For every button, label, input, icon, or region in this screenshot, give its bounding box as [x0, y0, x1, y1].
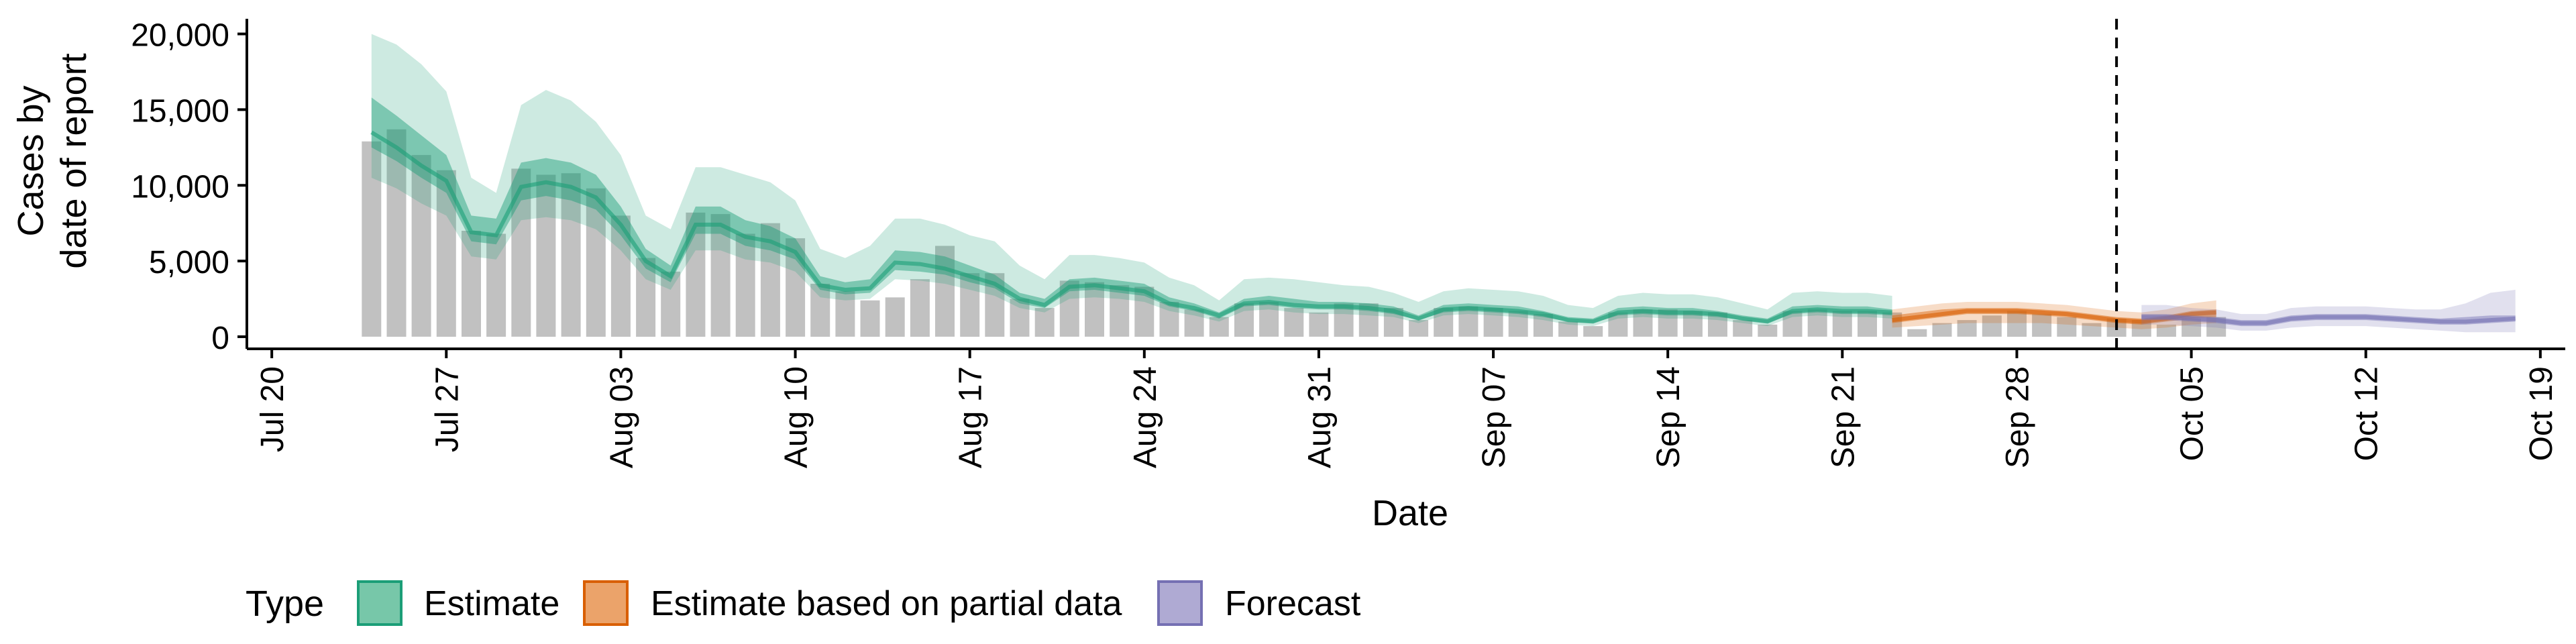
- observed-cases-bar: [1758, 324, 1778, 337]
- observed-cases-bar: [1982, 315, 2002, 337]
- forecast-90-interval-band: [2141, 290, 2516, 333]
- x-tick-label: Oct 05: [2175, 366, 2210, 461]
- observed-cases-bar: [1907, 329, 1927, 337]
- observed-cases-bar: [536, 174, 556, 337]
- x-tick-label: Oct 12: [2349, 366, 2385, 461]
- observed-cases-bar: [2182, 318, 2202, 337]
- observed-cases-bar: [1458, 306, 1479, 337]
- observed-cases-bar: [1508, 311, 1528, 337]
- observed-cases-bar: [1533, 314, 1553, 337]
- estimate-90-interval-band: [371, 34, 1892, 327]
- observed-cases-bar: [586, 188, 606, 337]
- observed-cases-bar: [910, 279, 930, 337]
- observed-cases-bar: [1682, 311, 1703, 337]
- observed-cases-bar: [1309, 312, 1329, 337]
- x-tick-label: Jul 27: [429, 366, 465, 452]
- observed-cases-bar: [1957, 320, 1977, 337]
- x-tick-label: Sep 07: [1477, 366, 1512, 468]
- observed-cases-bar: [386, 129, 407, 337]
- observed-cases-bar: [2156, 324, 2176, 337]
- legend-title: Type: [246, 584, 324, 624]
- y-tick-label: 20,000: [131, 18, 229, 54]
- observed-cases-bar: [686, 212, 706, 337]
- observed-cases-bar: [411, 155, 431, 337]
- y-axis-title-line-1: Cases by: [11, 85, 51, 236]
- observed-cases-bar: [1733, 320, 1753, 337]
- y-tick-label: 0: [211, 321, 229, 356]
- plot-area: [362, 19, 2516, 349]
- observed-cases-bar: [1832, 311, 1852, 337]
- observed-cases-bar: [462, 231, 481, 337]
- observed-cases-bar: [2007, 311, 2027, 337]
- x-tick-label: Aug 17: [953, 366, 989, 468]
- y-tick-label: 15,000: [131, 93, 229, 129]
- observed-cases-bar: [835, 291, 855, 337]
- x-tick-label: Aug 24: [1128, 366, 1163, 468]
- x-tick-label: Sep 21: [1825, 366, 1861, 468]
- x-tick-label: Aug 03: [604, 366, 639, 468]
- observed-cases-bar: [2057, 317, 2077, 337]
- observed-cases-bar: [486, 233, 506, 337]
- estimate-median-line: [370, 130, 1892, 324]
- observed-cases-bar: [1807, 309, 1827, 337]
- observed-cases-bar: [362, 141, 382, 337]
- legend: Type Estimate Estimate based on partial …: [246, 580, 1361, 626]
- observed-cases-bar: [2082, 323, 2102, 337]
- observed-cases-bar: [1034, 308, 1055, 337]
- y-tick-label: 5,000: [149, 245, 229, 280]
- observed-cases-bar: [1184, 309, 1204, 337]
- observed-cases-bar: [1858, 311, 1877, 337]
- observed-cases-bar: [1284, 308, 1304, 337]
- observed-cases-bar: [710, 214, 731, 337]
- legend-key-partial-estimate: [583, 580, 629, 626]
- x-tick-label: Aug 31: [1302, 366, 1338, 468]
- legend-label-partial-estimate: Estimate based on partial data: [651, 584, 1122, 623]
- observed-cases-bar: [1010, 299, 1030, 337]
- partial-estimate-median-line: [1892, 309, 2216, 324]
- x-tick-label: Jul 20: [255, 366, 290, 452]
- observed-cases-bar: [960, 273, 980, 337]
- observed-cases-bar: [1110, 285, 1130, 337]
- observed-cases-bar: [885, 297, 905, 337]
- observed-cases-bar: [1409, 320, 1429, 337]
- y-axis-title-line-2: date of report: [54, 53, 94, 268]
- axes: 0 5,000 10,000 15,000 20,000 Jul 20 Jul 27 Aug …: [131, 18, 2565, 468]
- observed-cases-bar: [1334, 303, 1354, 337]
- observed-cases-bar: [1483, 308, 1503, 337]
- x-tick-label: Sep 28: [2000, 366, 2036, 468]
- observed-cases-bar: [1259, 302, 1279, 337]
- observed-cases-bar: [1633, 309, 1653, 337]
- observed-cases-bar: [735, 233, 755, 337]
- observed-cases-bar: [1882, 312, 1902, 337]
- observed-cases-bar: [1583, 326, 1603, 337]
- legend-key-forecast: [1157, 580, 1203, 626]
- observed-cases-bar: [1209, 317, 1229, 337]
- y-tick-label: 10,000: [131, 169, 229, 205]
- observed-cases-bar: [561, 173, 581, 337]
- observed-cases-bar: [935, 246, 955, 337]
- forecast-median-line: [2141, 315, 2516, 325]
- observed-cases-bar: [636, 258, 656, 337]
- observed-cases-bar: [661, 271, 681, 337]
- x-axis-title: Date: [1372, 493, 1448, 533]
- observed-cases-bar: [1932, 323, 1952, 337]
- x-tick-label: Aug 10: [779, 366, 814, 468]
- x-tick-label: Oct 19: [2524, 366, 2559, 461]
- observed-cases-bar: [810, 284, 830, 337]
- legend-key-estimate: [357, 580, 402, 626]
- observed-cases-bar: [860, 300, 880, 337]
- observed-cases-bar: [1085, 282, 1104, 337]
- x-tick-label: Sep 14: [1651, 366, 1686, 468]
- observed-cases-bar: [1234, 303, 1254, 337]
- observed-cases-bar: [1558, 321, 1578, 337]
- legend-label-forecast: Forecast: [1225, 584, 1361, 623]
- observed-cases-bar: [1159, 302, 1179, 337]
- observed-cases-bar: [2032, 314, 2052, 337]
- legend-label-estimate: Estimate: [424, 584, 559, 623]
